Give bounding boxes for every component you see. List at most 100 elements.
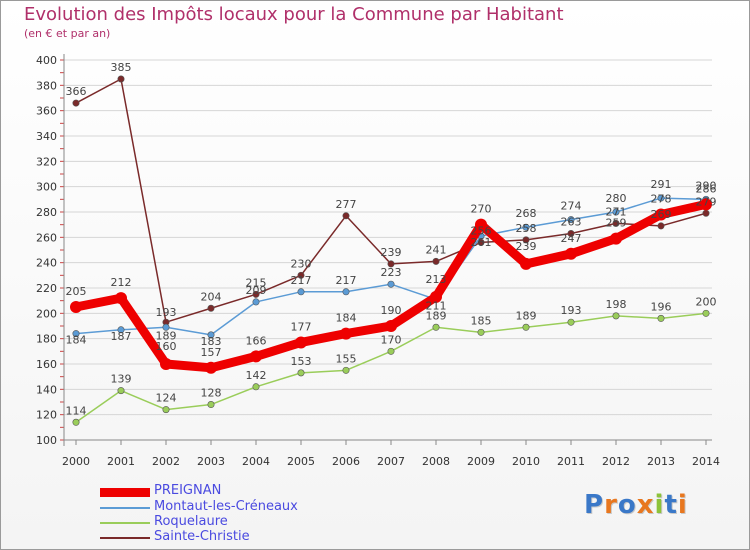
data-point <box>117 326 125 334</box>
data-point <box>72 99 80 107</box>
data-label: 286 <box>696 182 717 195</box>
data-label: 157 <box>201 346 222 359</box>
data-label: 385 <box>111 61 132 74</box>
data-label: 239 <box>516 240 537 253</box>
y-tick-label: 340 <box>36 130 57 143</box>
legend-label-roquelaure: Roquelaure <box>154 514 228 529</box>
data-point <box>567 216 575 224</box>
data-label: 184 <box>336 312 357 325</box>
data-label: 366 <box>66 85 87 98</box>
y-tick-label: 240 <box>36 257 57 270</box>
legend-label-preignan: PREIGNAN <box>154 483 222 498</box>
data-label: 270 <box>471 203 492 216</box>
data-label: 184 <box>66 334 87 347</box>
logo-letter: x <box>636 490 655 520</box>
data-label: 211 <box>426 299 447 312</box>
legend-label-sainte-christie: Sainte-Christie <box>154 529 250 544</box>
x-tick-label: 2012 <box>602 455 630 468</box>
data-point <box>612 208 620 216</box>
data-label: 290 <box>696 179 717 192</box>
data-label: 170 <box>381 333 402 346</box>
data-point <box>387 280 395 288</box>
data-label: 215 <box>246 276 267 289</box>
data-point <box>342 366 350 374</box>
data-point <box>387 260 395 268</box>
data-label: 142 <box>246 369 267 382</box>
data-label: 268 <box>516 207 537 220</box>
data-point <box>342 212 350 220</box>
logo-letter: i <box>677 490 688 520</box>
logo-letter: t <box>664 490 678 520</box>
data-label: 193 <box>561 304 582 317</box>
data-point <box>520 257 532 270</box>
data-label: 185 <box>471 314 492 327</box>
legend-label-montaut: Montaut-les-Créneaux <box>154 499 298 514</box>
x-tick-label: 2008 <box>422 455 450 468</box>
data-point <box>162 323 170 331</box>
y-tick-label: 140 <box>36 383 57 396</box>
x-tick-label: 2011 <box>557 455 585 468</box>
y-tick-label: 260 <box>36 231 57 244</box>
x-tick-label: 2000 <box>62 455 90 468</box>
data-label: 247 <box>561 232 582 245</box>
data-point <box>295 336 307 349</box>
data-label: 166 <box>246 334 267 347</box>
proxiti-logo: Proxiti <box>584 490 688 520</box>
data-label: 271 <box>606 205 627 218</box>
data-label: 114 <box>66 404 87 417</box>
data-point <box>70 301 82 313</box>
data-label: 160 <box>156 340 177 353</box>
data-label: 256 <box>471 224 492 237</box>
data-point <box>342 288 350 296</box>
data-label: 209 <box>246 284 267 297</box>
data-label: 261 <box>471 236 492 249</box>
data-point <box>702 209 710 217</box>
data-label: 200 <box>696 295 717 308</box>
data-point <box>250 350 262 363</box>
data-point <box>657 194 665 202</box>
data-point <box>297 271 305 279</box>
legend-swatch-roquelaure <box>100 522 150 524</box>
y-tick-label: 120 <box>36 409 57 422</box>
y-tick-label: 320 <box>36 155 57 168</box>
logo-letter: P <box>584 490 605 520</box>
data-label: 213 <box>426 273 447 286</box>
x-tick-label: 2014 <box>692 455 720 468</box>
y-tick-label: 220 <box>36 282 57 295</box>
data-point <box>385 320 397 332</box>
x-tick-label: 2007 <box>377 455 405 468</box>
data-label: 155 <box>336 352 357 365</box>
legend-swatch-montaut <box>100 507 150 509</box>
x-tick-label: 2006 <box>332 455 360 468</box>
logo-letter: i <box>654 490 665 520</box>
data-point <box>207 401 215 409</box>
x-tick-label: 2004 <box>242 455 270 468</box>
legend-swatch-preignan <box>100 488 150 497</box>
data-label: 217 <box>291 274 312 287</box>
data-point <box>72 418 80 426</box>
data-point <box>522 236 530 244</box>
data-label: 193 <box>156 306 177 319</box>
data-point <box>477 328 485 336</box>
y-tick-label: 380 <box>36 79 57 92</box>
x-tick-label: 2003 <box>197 455 225 468</box>
data-point <box>115 292 127 305</box>
logo-letter: o <box>617 490 637 520</box>
data-label: 269 <box>651 208 672 221</box>
y-tick-label: 300 <box>36 181 57 194</box>
data-point <box>387 347 395 355</box>
data-point <box>207 331 215 339</box>
x-tick-label: 2013 <box>647 455 675 468</box>
data-point <box>655 208 667 221</box>
logo-letter: r <box>604 490 618 520</box>
data-point <box>297 288 305 296</box>
data-point <box>72 330 80 338</box>
data-point <box>252 383 260 391</box>
y-tick-label: 180 <box>36 333 57 346</box>
data-label: 274 <box>561 200 582 213</box>
data-point <box>610 232 622 245</box>
data-label: 278 <box>651 193 672 206</box>
data-label: 291 <box>651 178 672 191</box>
